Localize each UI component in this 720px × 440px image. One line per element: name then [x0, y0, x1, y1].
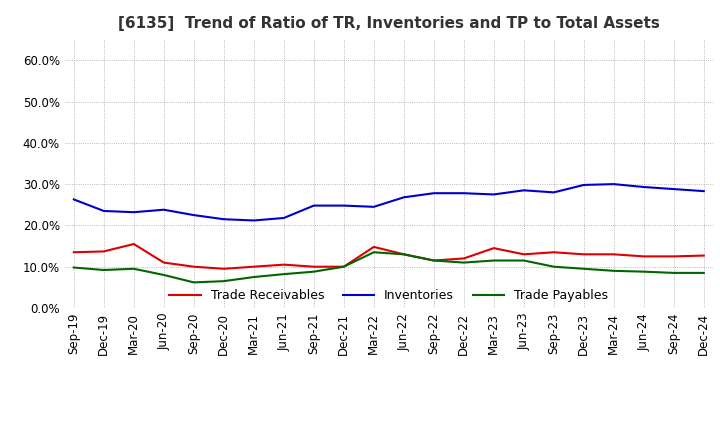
Line: Trade Receivables: Trade Receivables	[73, 244, 703, 269]
Inventories	[250, 218, 258, 223]
Inventories	[639, 184, 648, 190]
Trade Payables	[310, 269, 318, 274]
Inventories	[189, 213, 198, 218]
Inventories	[220, 216, 228, 222]
Inventories	[609, 181, 618, 187]
Inventories	[340, 203, 348, 208]
Trade Payables	[549, 264, 558, 269]
Inventories	[519, 188, 528, 193]
Trade Receivables	[459, 256, 468, 261]
Trade Receivables	[279, 262, 288, 267]
Inventories	[279, 215, 288, 220]
Inventories	[130, 209, 138, 215]
Trade Receivables	[400, 252, 408, 257]
Trade Receivables	[699, 253, 708, 258]
Trade Payables	[699, 270, 708, 275]
Trade Payables	[459, 260, 468, 265]
Trade Receivables	[130, 242, 138, 247]
Trade Payables	[340, 264, 348, 269]
Trade Receivables	[639, 254, 648, 259]
Trade Receivables	[160, 260, 168, 265]
Trade Payables	[99, 268, 108, 273]
Trade Payables	[580, 266, 588, 271]
Trade Payables	[639, 269, 648, 274]
Title: [6135]  Trend of Ratio of TR, Inventories and TP to Total Assets: [6135] Trend of Ratio of TR, Inventories…	[118, 16, 660, 32]
Line: Trade Payables: Trade Payables	[73, 252, 703, 282]
Trade Receivables	[519, 252, 528, 257]
Trade Receivables	[189, 264, 198, 269]
Trade Receivables	[429, 258, 438, 263]
Trade Payables	[519, 258, 528, 263]
Trade Payables	[220, 279, 228, 284]
Inventories	[99, 208, 108, 213]
Trade Payables	[429, 258, 438, 263]
Trade Receivables	[340, 264, 348, 269]
Trade Receivables	[490, 246, 498, 251]
Trade Payables	[69, 265, 78, 270]
Trade Receivables	[580, 252, 588, 257]
Trade Receivables	[369, 244, 378, 249]
Inventories	[369, 204, 378, 209]
Inventories	[69, 197, 78, 202]
Trade Receivables	[310, 264, 318, 269]
Trade Payables	[400, 252, 408, 257]
Inventories	[310, 203, 318, 208]
Inventories	[699, 188, 708, 194]
Trade Payables	[160, 272, 168, 278]
Inventories	[580, 182, 588, 187]
Inventories	[670, 187, 678, 192]
Trade Payables	[609, 268, 618, 274]
Trade Receivables	[549, 249, 558, 255]
Trade Payables	[369, 249, 378, 255]
Inventories	[549, 190, 558, 195]
Trade Payables	[189, 280, 198, 285]
Trade Payables	[130, 266, 138, 271]
Legend: Trade Receivables, Inventories, Trade Payables: Trade Receivables, Inventories, Trade Pa…	[164, 284, 613, 307]
Inventories	[160, 207, 168, 213]
Trade Receivables	[99, 249, 108, 254]
Inventories	[429, 191, 438, 196]
Trade Payables	[250, 275, 258, 280]
Trade Payables	[490, 258, 498, 263]
Inventories	[490, 192, 498, 197]
Trade Payables	[279, 271, 288, 277]
Trade Receivables	[670, 254, 678, 259]
Trade Receivables	[220, 266, 228, 271]
Trade Payables	[670, 270, 678, 275]
Trade Receivables	[250, 264, 258, 269]
Line: Inventories: Inventories	[73, 184, 703, 220]
Trade Receivables	[69, 249, 78, 255]
Inventories	[400, 194, 408, 200]
Inventories	[459, 191, 468, 196]
Trade Receivables	[609, 252, 618, 257]
